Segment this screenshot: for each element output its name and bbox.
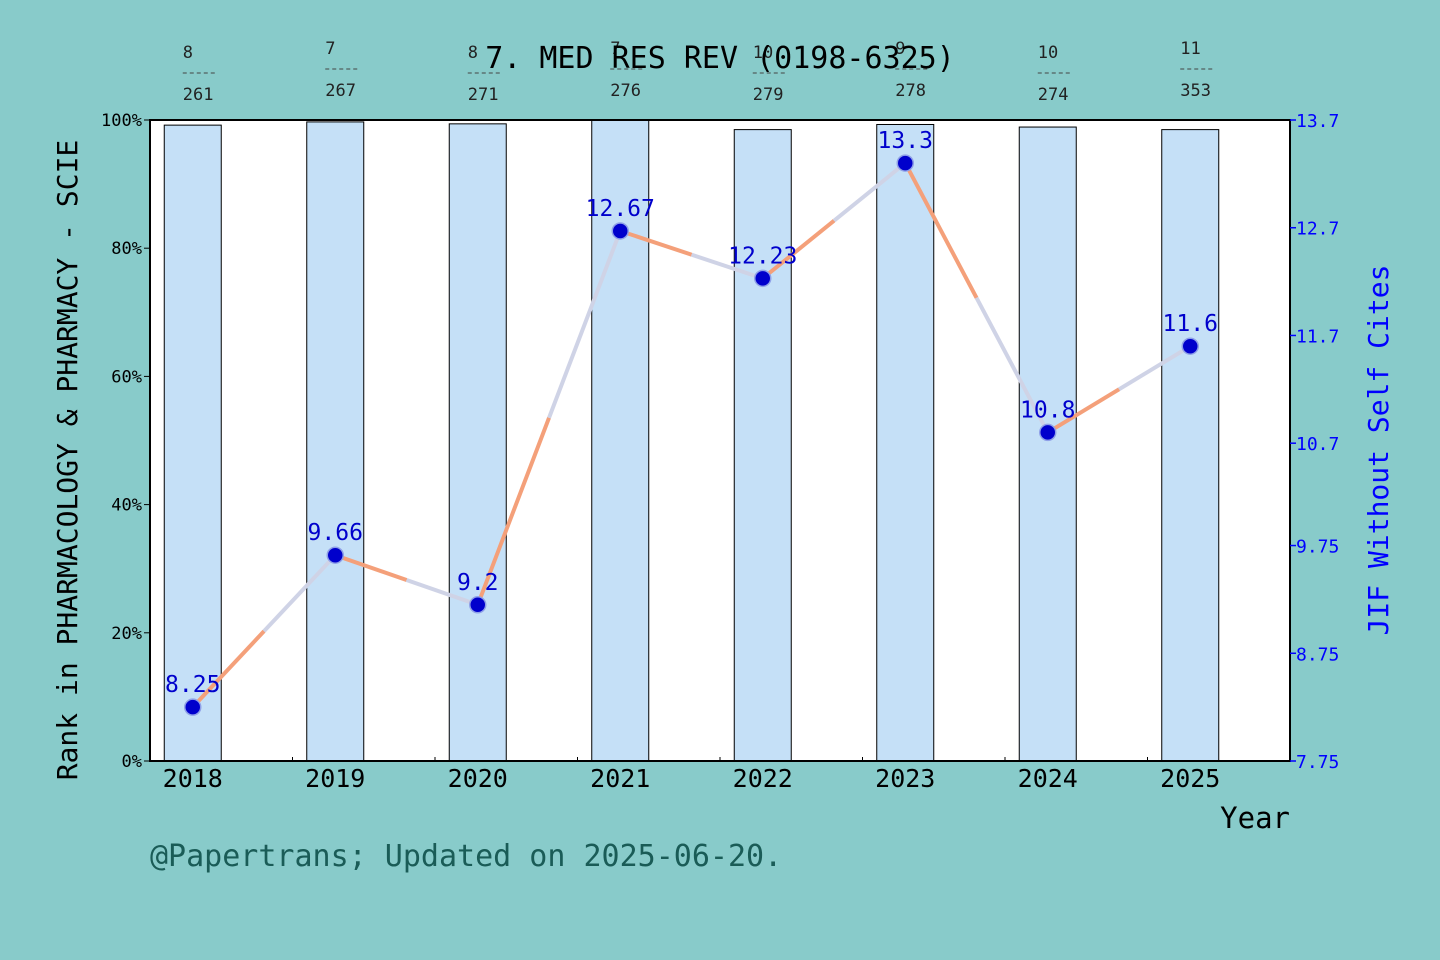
rank-denominator-2018: 261 bbox=[183, 85, 214, 105]
bar-2018 bbox=[163, 124, 222, 762]
value-label-2024: 10.8 bbox=[1020, 397, 1075, 423]
rank-numerator-2018: 8 bbox=[183, 43, 193, 63]
x-tick-label-2020: 2020 bbox=[448, 764, 508, 793]
bar-2022 bbox=[733, 129, 792, 762]
left-tick-label: 80% bbox=[111, 239, 142, 259]
bar-2020 bbox=[448, 123, 507, 762]
line-layer: 8.25 9.66 9.2 12.67 12.23 13.3 10.8 11.6 bbox=[165, 128, 1218, 716]
left-tick-label: 100% bbox=[101, 111, 142, 131]
right-tick-label: 11.7 bbox=[1296, 326, 1339, 347]
right-tick-label: 12.7 bbox=[1296, 219, 1339, 240]
rank-numerator-2019: 7 bbox=[325, 39, 335, 59]
point-2018 bbox=[184, 698, 202, 716]
bars-layer bbox=[163, 119, 1220, 762]
value-label-2022: 12.23 bbox=[728, 243, 797, 269]
value-label-2021: 12.67 bbox=[586, 196, 655, 222]
left-tick-label: 0% bbox=[122, 752, 142, 772]
bar-2024 bbox=[1018, 126, 1077, 762]
x-tick-label-2021: 2021 bbox=[590, 764, 650, 793]
value-label-2018: 8.25 bbox=[165, 672, 220, 698]
line-segment-2020-2021 bbox=[475, 228, 623, 607]
x-axis-label: Year bbox=[1220, 801, 1290, 835]
value-label-2025: 11.6 bbox=[1163, 311, 1218, 337]
bar-2025 bbox=[1161, 129, 1220, 762]
left-axis-label: Rank in PHARMACOLOGY & PHARMACY - SCIE bbox=[51, 140, 84, 781]
line-segment-2022-2023 bbox=[760, 161, 908, 281]
rank-numerator-2025: 11 bbox=[1180, 39, 1200, 59]
rank-numerator-2020: 8 bbox=[468, 43, 478, 63]
x-tick-label-2019: 2019 bbox=[305, 764, 365, 793]
rank-numerator-2021: 7 bbox=[610, 39, 620, 59]
chart-title: 7. MED RES REV (0198-6325) bbox=[485, 41, 955, 76]
bar-2023 bbox=[876, 123, 935, 762]
rank-numerator-2024: 10 bbox=[1038, 43, 1058, 63]
point-2020 bbox=[469, 596, 487, 614]
right-tick-label: 9.75 bbox=[1296, 537, 1339, 558]
axes-layer: 0% 20% 40% 60% 80% 100% 7.75 8.75 9.75 10.7 11.7 12… bbox=[101, 111, 1339, 793]
rank-numerator-2023: 9 bbox=[895, 39, 905, 59]
x-tick-label-2018: 2018 bbox=[163, 764, 223, 793]
point-2019 bbox=[326, 546, 344, 564]
right-tick-label: 8.75 bbox=[1296, 644, 1339, 665]
bar-2019 bbox=[306, 121, 365, 762]
rank-labels-layer: 8 261 7 267 8 271 7 276 10 279 9 278 10 274 11 353 bbox=[182, 39, 1213, 105]
value-label-2020: 9.2 bbox=[457, 570, 499, 596]
point-2023 bbox=[896, 154, 914, 172]
rank-denominator-2022: 279 bbox=[753, 85, 784, 105]
x-tick-label-2022: 2022 bbox=[733, 764, 793, 793]
point-2024 bbox=[1039, 423, 1057, 442]
rank-denominator-2019: 267 bbox=[325, 81, 356, 101]
line-segment-2024-2025 bbox=[1045, 344, 1193, 435]
x-tick-label-2024: 2024 bbox=[1018, 764, 1078, 793]
rank-denominator-2020: 271 bbox=[468, 85, 499, 105]
rank-denominator-2024: 274 bbox=[1038, 85, 1069, 105]
x-tick-label-2023: 2023 bbox=[875, 764, 935, 793]
rank-denominator-2021: 276 bbox=[610, 81, 641, 101]
line-segment-2023-2024 bbox=[903, 161, 1050, 435]
right-tick-label: 7.75 bbox=[1296, 752, 1339, 773]
right-tick-label: 10.7 bbox=[1296, 434, 1339, 455]
rank-numerator-2022: 10 bbox=[753, 43, 773, 63]
point-2025 bbox=[1181, 337, 1199, 355]
x-tick-label-2025: 2025 bbox=[1160, 764, 1220, 793]
line-segment-2018-2019 bbox=[190, 553, 338, 710]
rank-denominator-2023: 278 bbox=[895, 81, 926, 101]
line-segment-2019-2020 bbox=[333, 553, 480, 607]
left-tick-label: 20% bbox=[111, 624, 142, 644]
right-axis-label: JIF Without Self Cites bbox=[1362, 265, 1395, 636]
point-2021 bbox=[611, 222, 629, 240]
footer-credit: @Papertrans; Updated on 2025-06-20. bbox=[150, 839, 782, 874]
right-tick-label: 13.7 bbox=[1296, 111, 1339, 132]
left-tick-label: 60% bbox=[111, 367, 142, 387]
line-segment-2021-2022 bbox=[618, 228, 765, 281]
value-label-2019: 9.66 bbox=[308, 520, 363, 546]
left-tick-label: 40% bbox=[111, 496, 142, 516]
point-2022 bbox=[754, 269, 772, 288]
rank-denominator-2025: 353 bbox=[1180, 81, 1211, 101]
value-label-2023: 13.3 bbox=[878, 128, 933, 154]
